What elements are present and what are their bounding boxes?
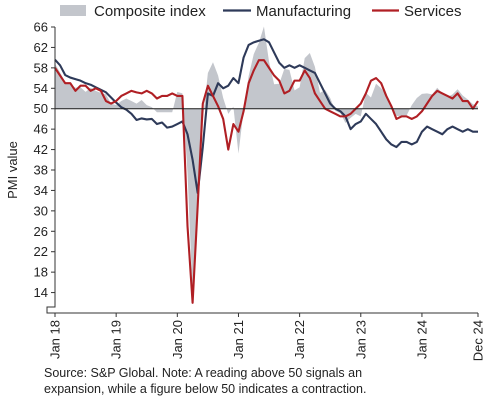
legend-swatch-composite	[60, 5, 86, 16]
y-tick-label: 66	[34, 20, 48, 35]
series-area-composite	[55, 26, 478, 295]
y-tick-label: 54	[34, 81, 48, 96]
series-line-manufacturing	[54, 38, 478, 195]
x-tick-label: Jan 19	[109, 320, 124, 359]
x-tick-label: Jan 20	[170, 320, 185, 359]
x-tick-label: Dec 24	[471, 320, 486, 361]
legend: Composite index Manufacturing Services	[60, 3, 462, 20]
composite-area-layer	[55, 26, 478, 295]
y-tick-label: 58	[34, 60, 48, 75]
source-note-line-1: Source: S&P Global. Note: A reading abov…	[44, 366, 363, 380]
x-axis: Jan 18 Jan 19 Jan 20 Jan 21 Jan 22 Jan 23 Jan …	[48, 313, 486, 361]
x-tick-label: Jan 22	[292, 320, 307, 359]
x-tick-label: Jan 18	[48, 320, 63, 359]
y-axis: 14 18 22 26 30 34 38 42 46 50 54 58 62 66	[34, 20, 55, 300]
legend-label-composite: Composite index	[94, 3, 206, 20]
y-tick-label: 26	[34, 224, 48, 239]
x-tick-label: Jan 23	[353, 320, 368, 359]
y-tick-label: 46	[34, 122, 48, 137]
legend-label-services: Services	[404, 3, 462, 20]
y-tick-label: 14	[34, 285, 48, 300]
y-tick-label: 18	[34, 265, 48, 280]
y-tick-label: 30	[34, 203, 48, 218]
y-tick-label: 62	[34, 40, 48, 55]
x-tick-label: Jan 21	[231, 320, 246, 359]
y-tick-label: 34	[34, 183, 48, 198]
y-axis-title: PMI value	[5, 141, 20, 199]
y-tick-label: 50	[34, 101, 48, 116]
source-note-line-2: expansion, while a figure below 50 indic…	[44, 382, 367, 396]
y-tick-label: 22	[34, 244, 48, 259]
series-line-services	[54, 59, 479, 304]
y-tick-label: 38	[34, 163, 48, 178]
legend-label-manufacturing: Manufacturing	[256, 3, 351, 20]
source-note: Source: S&P Global. Note: A reading abov…	[44, 365, 484, 397]
axis-break-mark	[46, 303, 56, 314]
x-tick-label: Jan 24	[414, 320, 429, 359]
series-lines	[54, 38, 479, 304]
y-tick-label: 42	[34, 142, 48, 157]
